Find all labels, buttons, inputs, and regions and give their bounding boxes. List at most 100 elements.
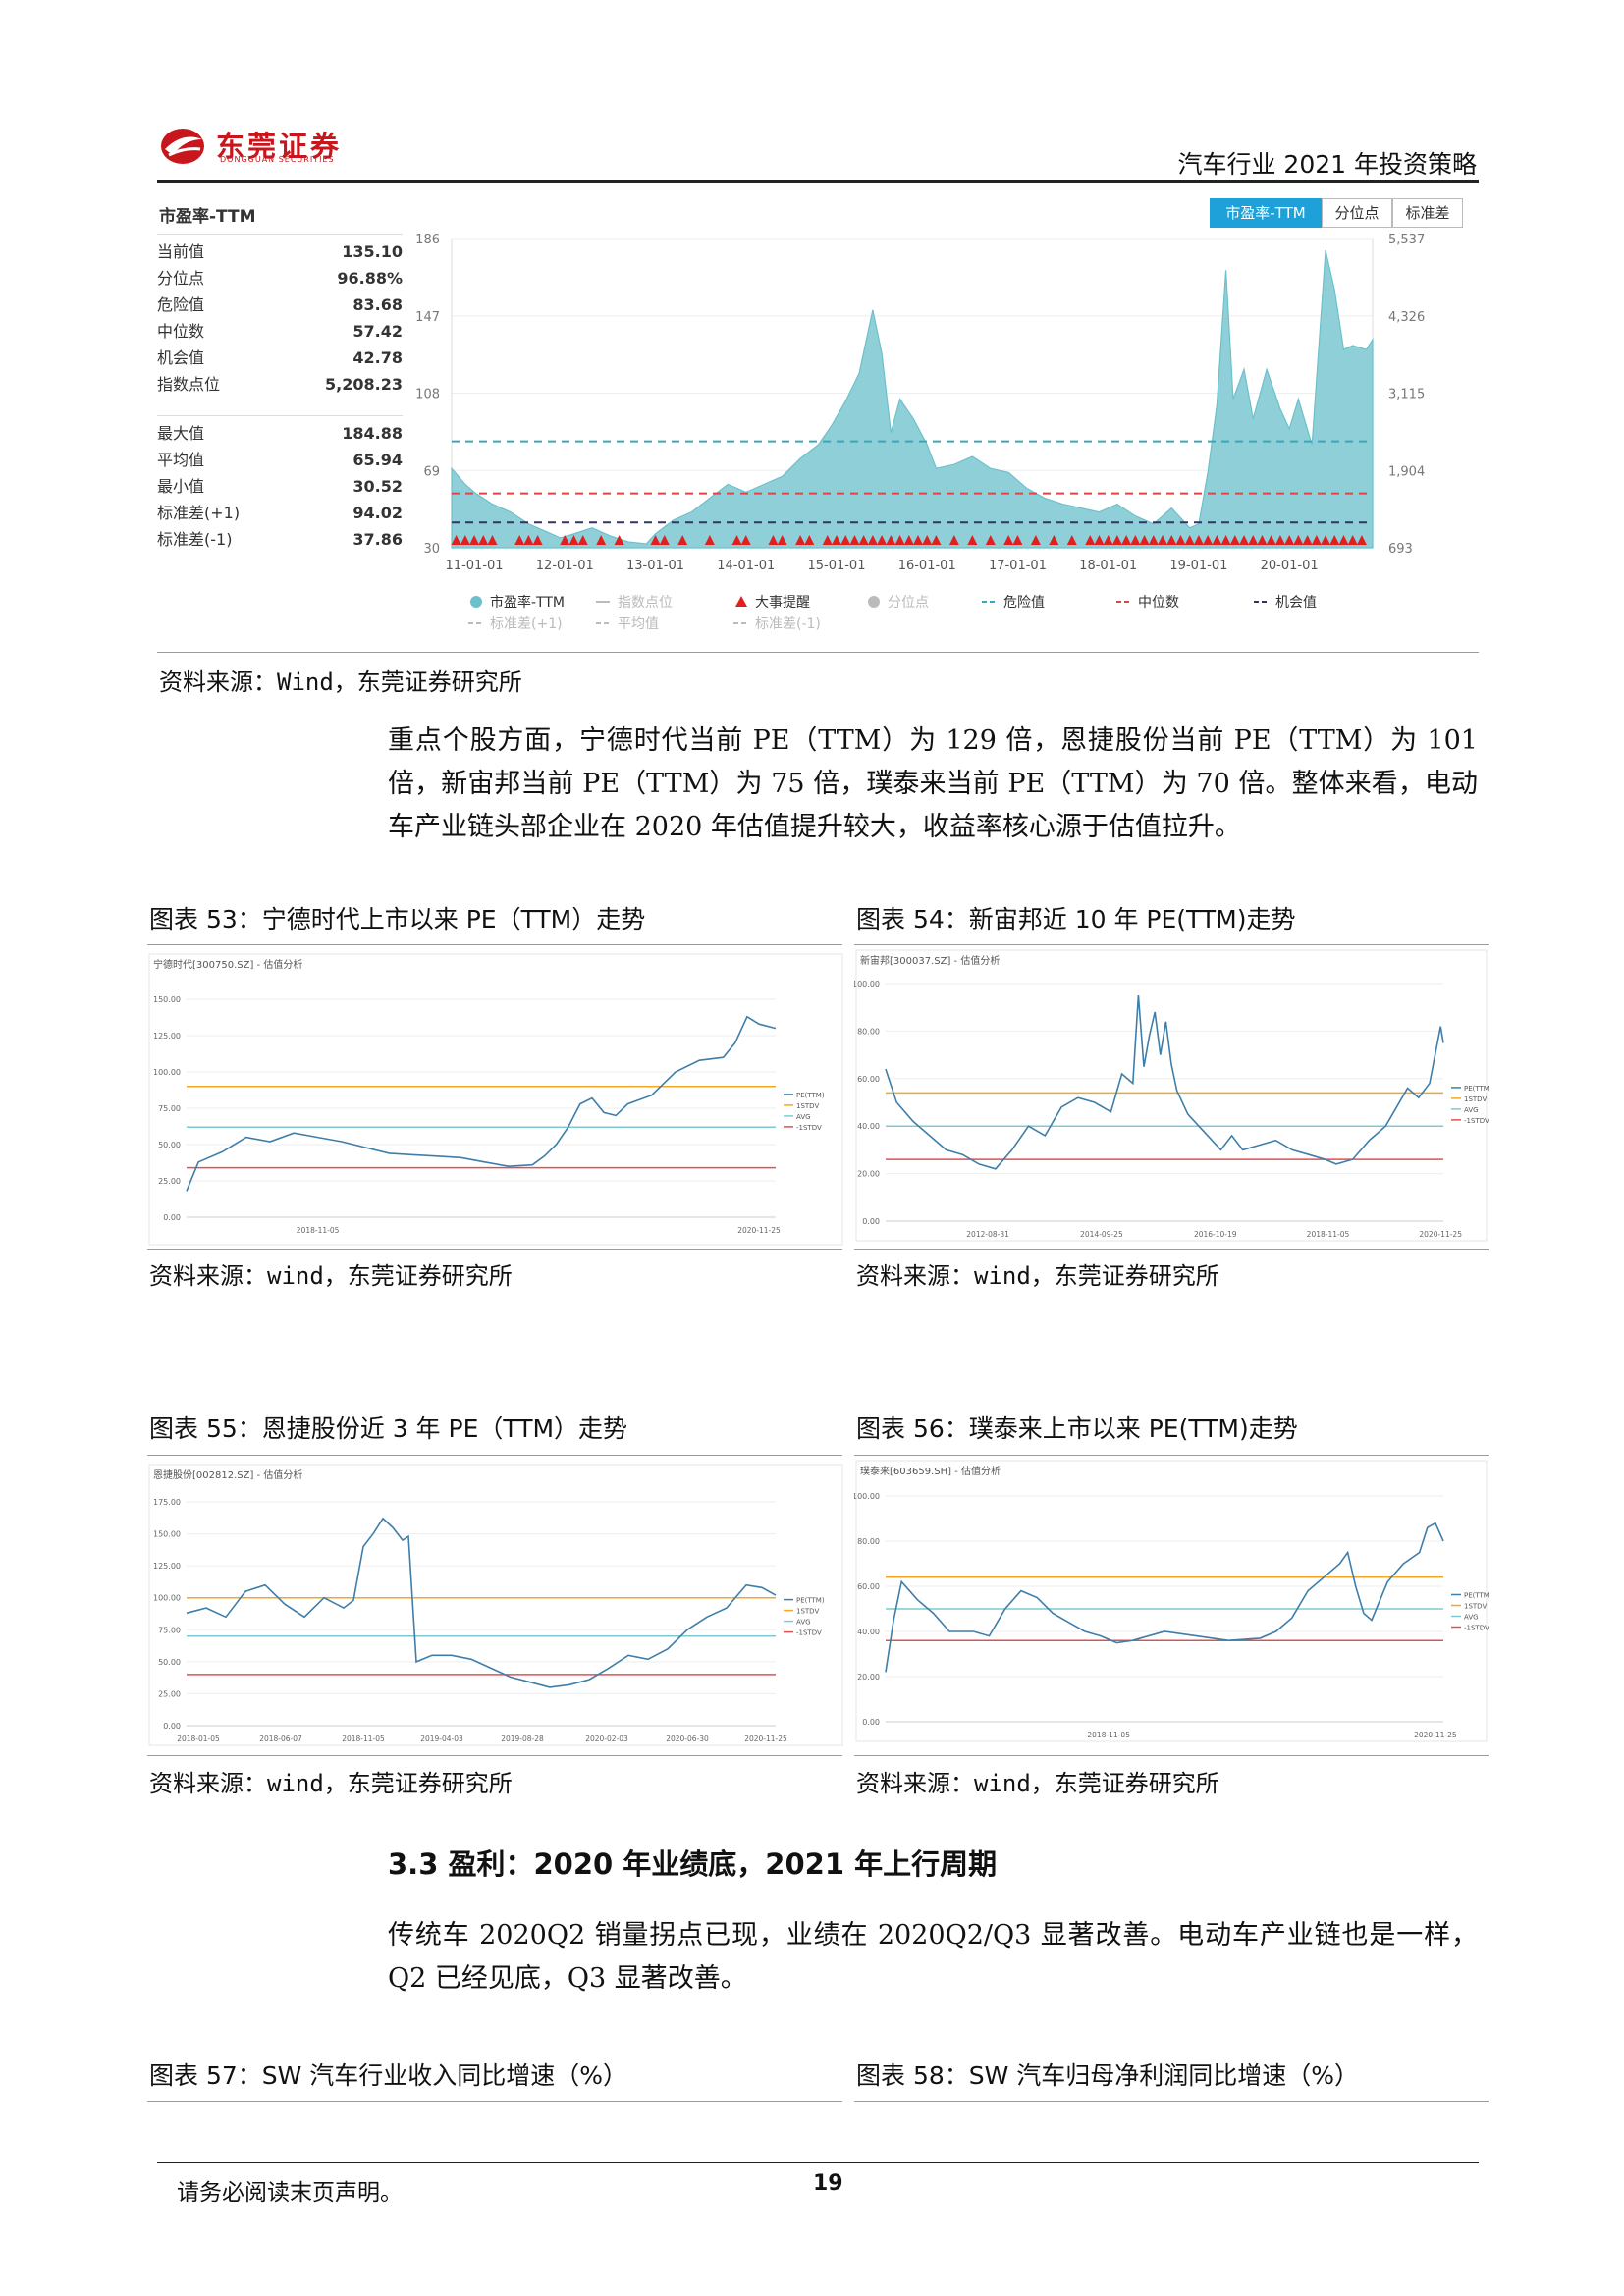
event-marker (560, 535, 570, 545)
legend-label: 1STDV (796, 1608, 819, 1616)
stat-row: 最大值 184.88 (157, 420, 403, 447)
stat-value: 184.88 (342, 424, 403, 443)
fig54-top-rule (854, 944, 1489, 945)
legend-label: 分位点 (888, 595, 929, 611)
legend-label: -1STDV (1464, 1117, 1489, 1125)
y-tick: 20.00 (857, 1170, 880, 1179)
y-left-tick: 69 (423, 464, 440, 479)
event-marker (1148, 535, 1159, 545)
event-marker (1203, 535, 1214, 545)
logo-text-en: DONGGUAN SECURITIES (220, 155, 335, 164)
stat-row: 指数点位 5,208.23 (157, 371, 403, 398)
stat-row: 当前值 135.10 (157, 239, 403, 265)
y-tick: 100.00 (153, 1068, 181, 1077)
event-marker (1030, 535, 1041, 545)
company-logo: 东莞证券 DONGGUAN SECURITIES (159, 122, 375, 171)
event-marker (967, 535, 978, 545)
event-marker (469, 535, 480, 545)
event-marker (514, 535, 525, 545)
y-tick: 0.00 (163, 1722, 181, 1731)
y-tick: 125.00 (153, 1562, 181, 1571)
stat-label: 最小值 (157, 477, 205, 496)
stat-label: 标准差(-1) (157, 530, 233, 549)
event-marker (1012, 535, 1023, 545)
event-marker (1257, 535, 1268, 545)
x-tick: 16-01-01 (898, 559, 956, 573)
event-marker (596, 535, 607, 545)
tab-std-dev[interactable]: 标准差 (1392, 198, 1463, 228)
stat-value: 135.10 (342, 242, 403, 261)
pe-ttm-chart-panel: 市盈率-TTM 市盈率-TTM 分位点 标准差 当前值 135.10 分位点 96.8… (157, 194, 1479, 646)
legend-label: PE(TTM) (1464, 1592, 1489, 1600)
chart-title: 宁德时代[300750.SZ] - 估值分析 (153, 958, 302, 971)
y-tick: 20.00 (857, 1673, 880, 1682)
chart-frame (855, 949, 1488, 1242)
stat-row: 危险值 83.68 (157, 292, 403, 318)
event-marker (614, 535, 624, 545)
legend-label: 中位数 (1138, 595, 1179, 611)
event-marker (1158, 535, 1168, 545)
y-tick: 40.00 (857, 1122, 880, 1131)
chart-frame (855, 1460, 1488, 1742)
event-marker (1229, 535, 1240, 545)
x-tick: 11-01-01 (446, 559, 504, 573)
legend-marker (868, 596, 880, 608)
stats-group-1: 当前值 135.10 分位点 96.88% 危险值 83.68 中位数 57.42 机会值 42.… (157, 234, 403, 398)
y-tick: 25.00 (158, 1689, 181, 1698)
stat-label: 当前值 (157, 242, 205, 261)
stat-label: 平均值 (157, 451, 205, 469)
event-marker (858, 535, 869, 545)
y-right-tick: 4,326 (1388, 310, 1425, 325)
tab-percentile[interactable]: 分位点 (1322, 198, 1392, 228)
event-marker (1248, 535, 1259, 545)
y-tick: 150.00 (153, 1530, 181, 1539)
y-right-tick: 693 (1388, 542, 1413, 557)
stat-value: 96.88% (337, 269, 403, 288)
event-marker (1321, 535, 1331, 545)
pe-ttm-line (885, 1522, 1444, 1673)
fig58-caption: 图表 58：SW 汽车归母净利润同比增速（%） (856, 2061, 1360, 2090)
event-marker (1338, 535, 1349, 545)
legend-label: 危险值 (1003, 595, 1045, 611)
event-marker (677, 535, 688, 545)
event-marker (1166, 535, 1177, 545)
y-right-tick: 3,115 (1388, 388, 1425, 402)
top-chart-source: 资料来源：Wind，东莞证券研究所 (159, 668, 522, 696)
x-tick: 2020-11-25 (737, 1226, 781, 1235)
stat-value: 57.42 (352, 322, 403, 341)
stat-row: 中位数 57.42 (157, 318, 403, 345)
event-marker (1356, 535, 1367, 545)
event-marker (704, 535, 715, 545)
y-tick: 50.00 (158, 1658, 181, 1667)
event-marker (487, 535, 498, 545)
y-tick: 60.00 (857, 1075, 880, 1084)
tab-pe-ttm[interactable]: 市盈率-TTM (1210, 198, 1322, 228)
legend-label: AVG (796, 1113, 811, 1121)
event-marker (478, 535, 489, 545)
chart-frame (148, 953, 843, 1246)
event-marker (1284, 535, 1295, 545)
x-tick: 13-01-01 (626, 559, 684, 573)
fig54-line-chart: 新宙邦[300037.SZ] - 估值分析 0.00 20.00 40.00 60.00… (854, 949, 1489, 1242)
fig55-caption: 图表 55：恩捷股份近 3 年 PE（TTM）走势 (149, 1415, 628, 1443)
event-marker (1347, 535, 1358, 545)
chart-title: 璞泰来[603659.SH] - 估值分析 (860, 1465, 1001, 1477)
event-marker (804, 535, 815, 545)
y-tick: 75.00 (158, 1104, 181, 1113)
event-marker (831, 535, 841, 545)
event-marker (822, 535, 833, 545)
footer-disclaimer: 请务必阅读末页声明。 (177, 2180, 403, 2206)
fig53-caption: 图表 53：宁德时代上市以来 PE（TTM）走势 (149, 905, 646, 934)
paragraph-valuation: 重点个股方面，宁德时代当前 PE（TTM）为 129 倍，恩捷股份当前 PE（T… (388, 725, 1478, 842)
pe-ttm-area-chart: 30 693 69 1,904 108 3,115 147 4,326 186 5,537 11-0… (415, 233, 1425, 632)
stat-row: 最小值 30.52 (157, 473, 403, 500)
page-number: 19 (813, 2171, 843, 2196)
y-right-tick: 5,537 (1388, 233, 1425, 247)
event-marker (768, 535, 779, 545)
y-left-tick: 30 (423, 542, 440, 557)
legend-label: PE(TTM) (1464, 1085, 1489, 1093)
event-marker (1103, 535, 1113, 545)
stat-row: 分位点 96.88% (157, 265, 403, 292)
fig56-caption: 图表 56：璞泰来上市以来 PE(TTM)走势 (856, 1415, 1298, 1443)
report-title: 汽车行业 2021 年投资策略 (1177, 150, 1477, 179)
